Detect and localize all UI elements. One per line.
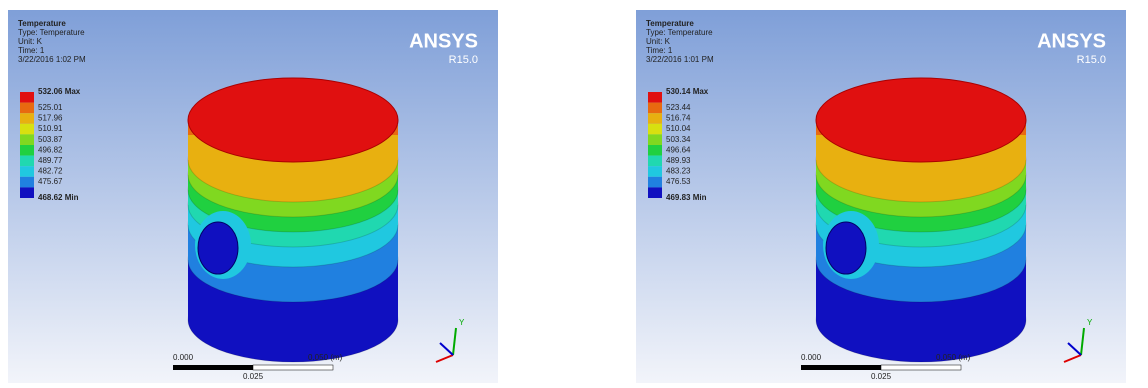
legend-label: 483.23 [666, 167, 691, 176]
legend-swatch [20, 187, 34, 198]
legend-swatch [20, 124, 34, 135]
legend-label: 496.82 [38, 145, 63, 154]
pin-hole [826, 222, 866, 274]
scale-bar-white [253, 365, 333, 370]
legend-swatch [20, 134, 34, 145]
result-info: Type: Temperature [18, 28, 85, 37]
legend-label: 496.64 [666, 145, 691, 154]
legend-swatch [20, 113, 34, 124]
legend-swatch [20, 156, 34, 167]
piston-top [816, 78, 1026, 162]
legend-swatch [648, 134, 662, 145]
legend-label: 476.53 [666, 177, 691, 186]
legend-label: 489.77 [38, 156, 63, 165]
legend-label: 525.01 [38, 103, 63, 112]
legend-label: 516.74 [666, 114, 691, 123]
scale-label: 0.000 [801, 353, 822, 362]
result-title: Temperature [18, 19, 66, 28]
legend-label: 523.44 [666, 103, 691, 112]
scale-label: 0.025 [871, 372, 892, 381]
scale-bar-black [173, 365, 253, 370]
legend-swatch [20, 92, 34, 103]
legend-label: 510.04 [666, 124, 691, 133]
result-title: Temperature [646, 19, 694, 28]
scale-label: 0.050 (m) [308, 353, 343, 362]
piston-model [816, 78, 1026, 362]
triad-label: Y [1087, 318, 1093, 327]
legend-label: 469.83 Min [666, 193, 707, 202]
legend-label: 532.06 Max [38, 87, 81, 96]
result-info: Unit: K [646, 37, 671, 46]
pin-hole [198, 222, 238, 274]
legend-label: 468.62 Min [38, 193, 79, 202]
legend-swatch [648, 92, 662, 103]
scale-label: 0.000 [173, 353, 194, 362]
result-info: 3/22/2016 1:01 PM [646, 55, 714, 64]
brand-version: R15.0 [449, 54, 478, 66]
legend-swatch [648, 145, 662, 156]
legend-swatch [648, 103, 662, 114]
legend-swatch [20, 145, 34, 156]
screenshot: TemperatureType: TemperatureUnit: KTime:… [0, 0, 1148, 383]
brand-logo: ANSYS [409, 30, 478, 52]
legend-swatch [20, 166, 34, 177]
legend-label: 517.96 [38, 114, 63, 123]
legend-label: 530.14 Max [666, 87, 709, 96]
result-info: 3/22/2016 1:02 PM [18, 55, 86, 64]
result-info: Time: 1 [646, 46, 673, 55]
result-info: Unit: K [18, 37, 43, 46]
scale-label: 0.025 [243, 372, 264, 381]
scale-label: 0.050 (m) [936, 353, 971, 362]
legend-swatch [648, 166, 662, 177]
legend-label: 482.72 [38, 167, 63, 176]
legend-swatch [648, 156, 662, 167]
legend-swatch [648, 113, 662, 124]
legend-swatch [648, 187, 662, 198]
legend-label: 475.67 [38, 177, 63, 186]
piston-model [188, 78, 398, 362]
legend-label: 489.93 [666, 156, 691, 165]
scale-bar-black [801, 365, 881, 370]
legend-label: 510.91 [38, 124, 63, 133]
result-info: Time: 1 [18, 46, 45, 55]
legend-swatch [648, 124, 662, 135]
triad-label: Y [459, 318, 465, 327]
legend-swatch [648, 177, 662, 188]
legend-swatch [20, 103, 34, 114]
brand-logo: ANSYS [1037, 30, 1106, 52]
scale-bar-white [881, 365, 961, 370]
brand-version: R15.0 [1077, 54, 1106, 66]
legend-label: 503.87 [38, 135, 63, 144]
piston-top [188, 78, 398, 162]
result-info: Type: Temperature [646, 28, 713, 37]
legend-swatch [20, 177, 34, 188]
legend-label: 503.34 [666, 135, 691, 144]
